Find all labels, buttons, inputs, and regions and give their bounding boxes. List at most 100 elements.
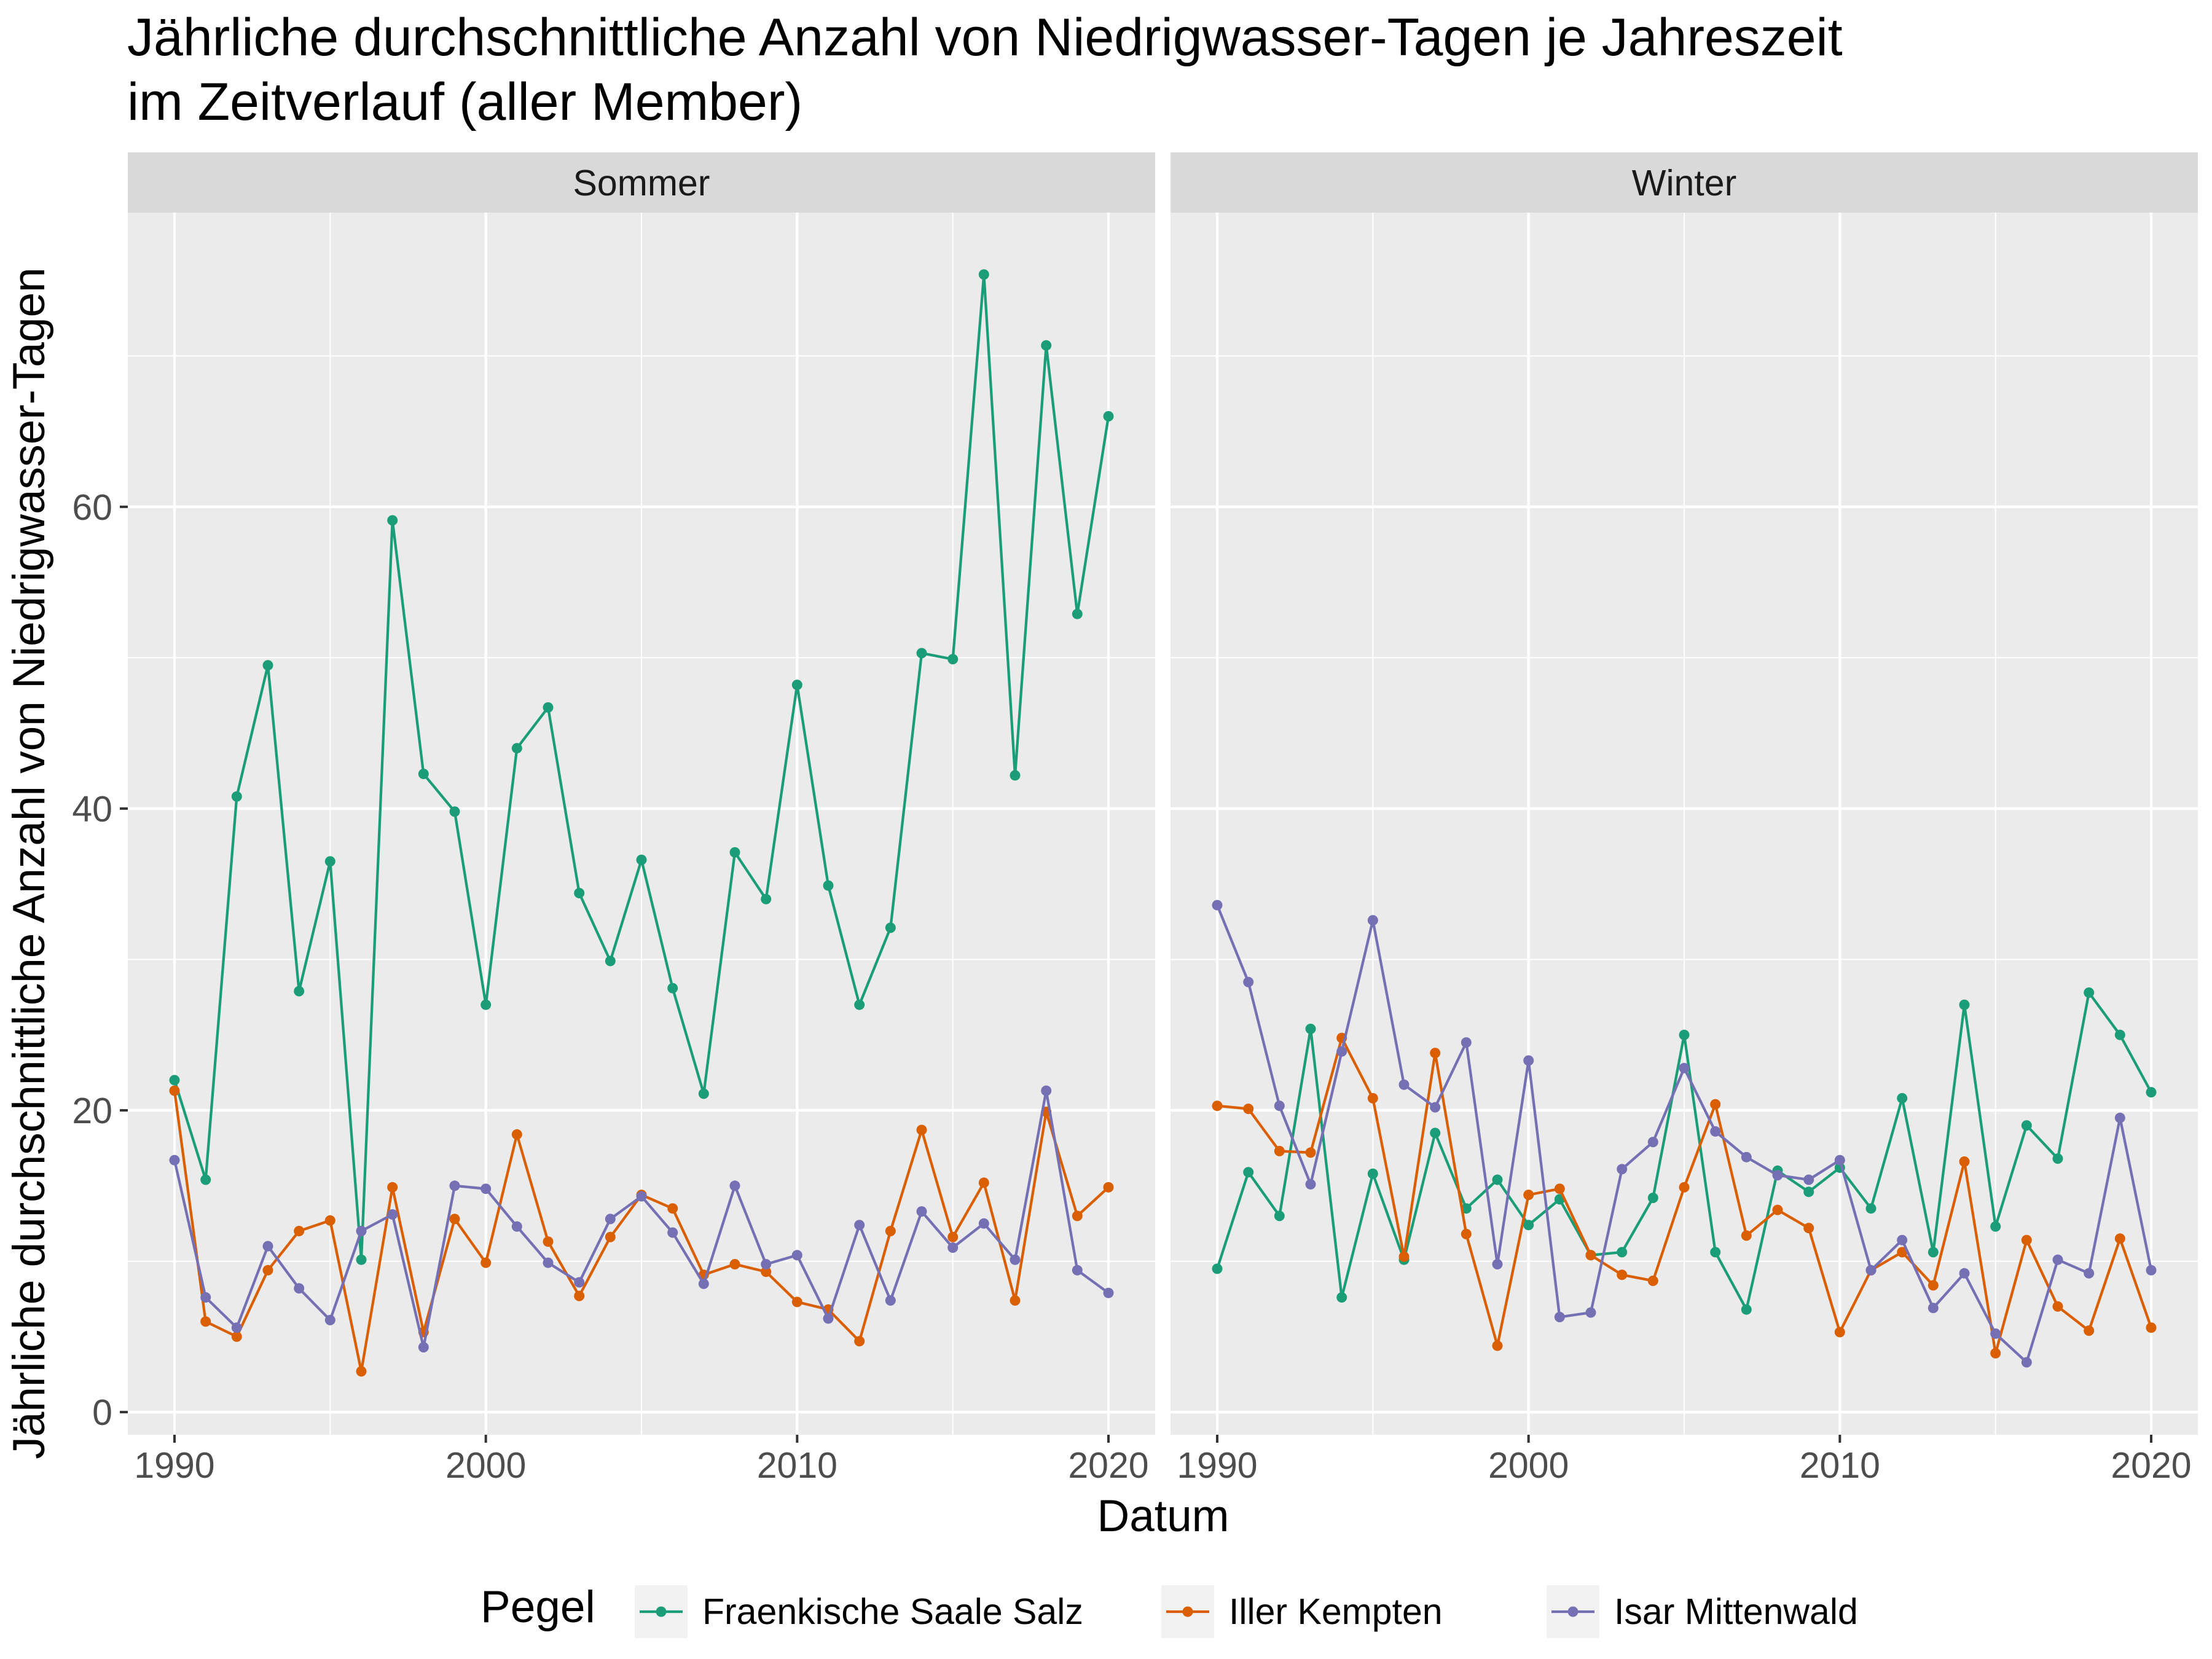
data-point [262, 1241, 273, 1252]
data-point [1367, 1168, 1378, 1179]
data-point [823, 880, 834, 891]
y-tick-label: 20 [72, 1091, 112, 1131]
facet-strip-sommer [128, 152, 1155, 213]
y-tick-label: 0 [92, 1392, 112, 1433]
data-point [605, 955, 616, 967]
series-fraenkische-saale-salz [169, 269, 1114, 1265]
data-point [1617, 1269, 1628, 1281]
facet-panels: Sommer 1990 2000 2010 2020 0 20 40 60 Winter 1990 2… [72, 152, 2198, 1486]
data-point [356, 1226, 367, 1236]
facet-strip-label: Sommer [573, 163, 710, 203]
data-point [2084, 1268, 2095, 1279]
data-point [511, 743, 522, 754]
data-point [231, 1331, 242, 1342]
data-point [1041, 340, 1052, 351]
data-point [1990, 1221, 2001, 1232]
data-point [761, 893, 772, 904]
data-point [324, 856, 335, 867]
data-point [1243, 1104, 1254, 1115]
data-point [1461, 1037, 1472, 1048]
x-axis-label: Datum [1097, 1491, 1229, 1541]
data-point [1897, 1234, 1908, 1245]
y-tick-label: 60 [72, 487, 112, 528]
data-point [169, 1155, 180, 1166]
y-tick-label: 40 [72, 789, 112, 830]
data-point [1928, 1303, 1939, 1314]
data-point [2021, 1234, 2032, 1245]
data-point [698, 1088, 709, 1099]
series-isar-mittenwald [1212, 900, 2157, 1368]
data-point [231, 791, 242, 802]
data-point [854, 999, 865, 1010]
data-point [1212, 1100, 1223, 1112]
data-point [2146, 1322, 2157, 1333]
data-point [1897, 1092, 1908, 1104]
data-point [885, 1226, 896, 1236]
x-tick-label: 2020 [2111, 1445, 2191, 1486]
legend-item-label: Fraenkische Saale Salz [702, 1591, 1083, 1632]
data-point [262, 660, 273, 671]
data-point [1928, 1247, 1939, 1258]
data-point [1865, 1265, 1877, 1276]
data-point [885, 922, 896, 933]
data-point [698, 1278, 709, 1289]
data-point [200, 1174, 211, 1185]
data-point [1523, 1055, 1534, 1066]
legend: Pegel Fraenkische Saale Salz Iller Kempte… [480, 1582, 1858, 1638]
legend-key-point [1182, 1606, 1193, 1617]
data-point [1274, 1145, 1285, 1156]
data-point [1243, 1167, 1254, 1178]
x-tick-label: 2010 [757, 1445, 837, 1486]
data-point [1010, 1295, 1021, 1306]
data-point [1072, 1210, 1083, 1222]
data-point [574, 1277, 585, 1288]
data-point [1010, 770, 1021, 781]
legend-item-label: Iller Kempten [1229, 1591, 1443, 1632]
data-point [854, 1336, 865, 1347]
data-point [1865, 1203, 1877, 1214]
data-point [231, 1322, 242, 1333]
data-point [1741, 1304, 1752, 1315]
data-point [324, 1215, 335, 1226]
data-point [1959, 999, 1970, 1010]
data-point [2052, 1153, 2063, 1164]
data-point [947, 654, 959, 665]
data-point [449, 1180, 460, 1191]
data-point [2052, 1254, 2063, 1265]
data-point [1010, 1254, 1021, 1265]
data-point [1103, 411, 1114, 422]
data-point [667, 982, 678, 994]
data-point [1803, 1186, 1814, 1198]
data-point [2052, 1301, 2063, 1312]
data-point [1398, 1251, 1410, 1262]
data-point [2114, 1029, 2125, 1040]
data-point [1367, 1092, 1378, 1104]
data-point [1710, 1126, 1721, 1137]
data-point [1554, 1183, 1565, 1194]
data-point [1072, 608, 1083, 619]
data-point [418, 1342, 429, 1353]
data-point [1336, 1046, 1347, 1057]
data-point [1679, 1029, 1690, 1040]
data-point [791, 1250, 802, 1261]
data-point [1679, 1182, 1690, 1193]
legend-key-point [656, 1606, 667, 1617]
legend-item-isar-mittenwald: Isar Mittenwald [1547, 1585, 1858, 1638]
data-point [823, 1313, 834, 1324]
data-point [2114, 1112, 2125, 1123]
data-point [480, 1257, 492, 1268]
data-point [1647, 1137, 1658, 1148]
data-point [1274, 1100, 1285, 1112]
data-point [761, 1259, 772, 1269]
panel-sommer: Sommer 1990 2000 2010 2020 0 20 40 60 [72, 152, 1155, 1486]
data-point [667, 1227, 678, 1238]
data-point [294, 986, 305, 997]
data-point [294, 1283, 305, 1294]
data-point [324, 1314, 335, 1325]
data-point [200, 1316, 211, 1327]
x-tick-label: 2020 [1068, 1445, 1148, 1486]
data-point [387, 1209, 398, 1220]
y-axis-label: Jährliche durchschnittliche Anzahl von N… [4, 267, 54, 1459]
data-point [2114, 1233, 2125, 1244]
